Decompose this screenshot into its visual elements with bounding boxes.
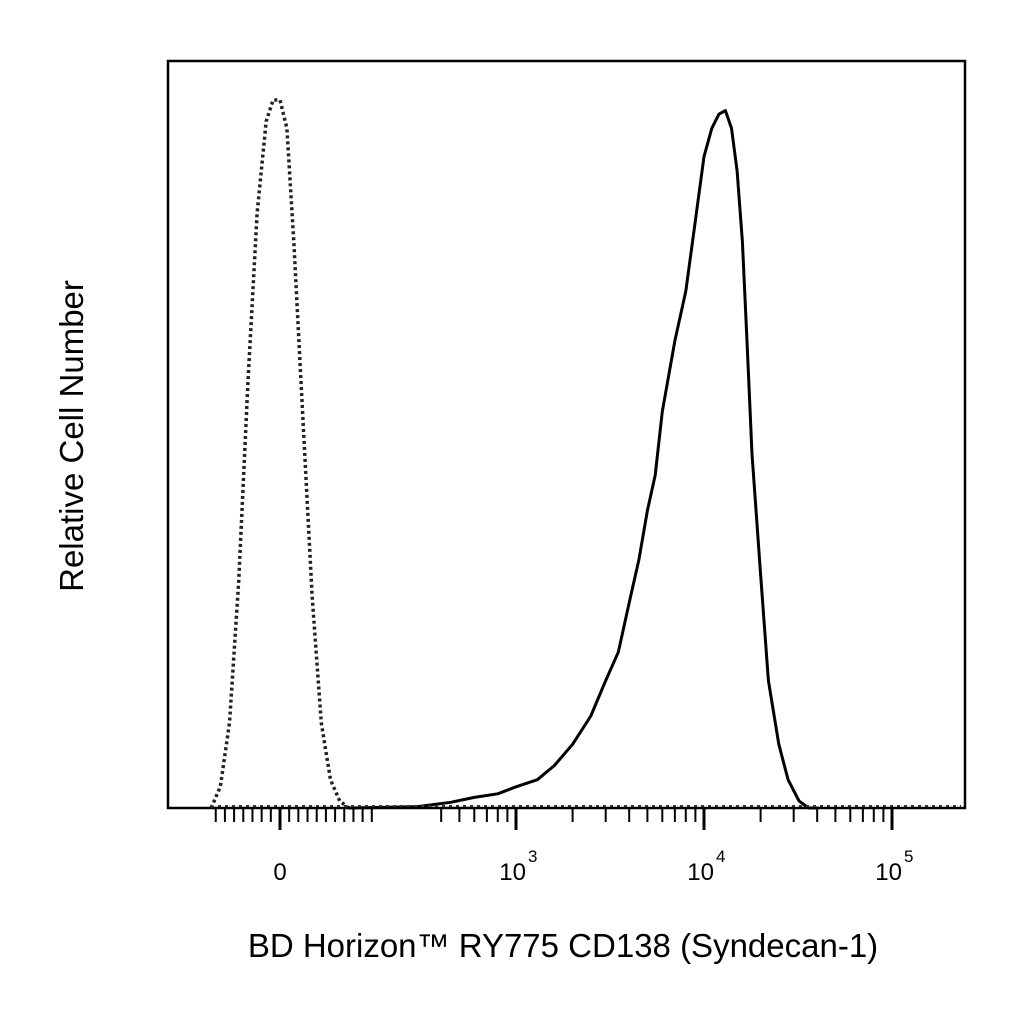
x-axis-major-ticks <box>278 808 894 830</box>
series-dotted-curve <box>209 98 350 810</box>
series-solid-curve <box>347 109 819 810</box>
x-tick-exponent: 5 <box>904 847 913 866</box>
x-tick-exponent: 3 <box>528 847 537 866</box>
x-tick-label: 10 <box>875 859 902 886</box>
x-tick-label: 0 <box>273 859 286 886</box>
x-tick-label: 10 <box>687 859 714 886</box>
plot-frame <box>166 59 967 810</box>
y-axis-title: Relative Cell Number <box>53 280 90 592</box>
x-tick-label: 10 <box>499 859 526 886</box>
x-axis-minor-ticks <box>214 808 885 822</box>
series-layer <box>209 98 961 810</box>
x-axis-title: BD Horizon™ RY775 CD138 (Syndecan-1) <box>248 927 878 964</box>
x-tick-exponent: 4 <box>716 847 725 866</box>
